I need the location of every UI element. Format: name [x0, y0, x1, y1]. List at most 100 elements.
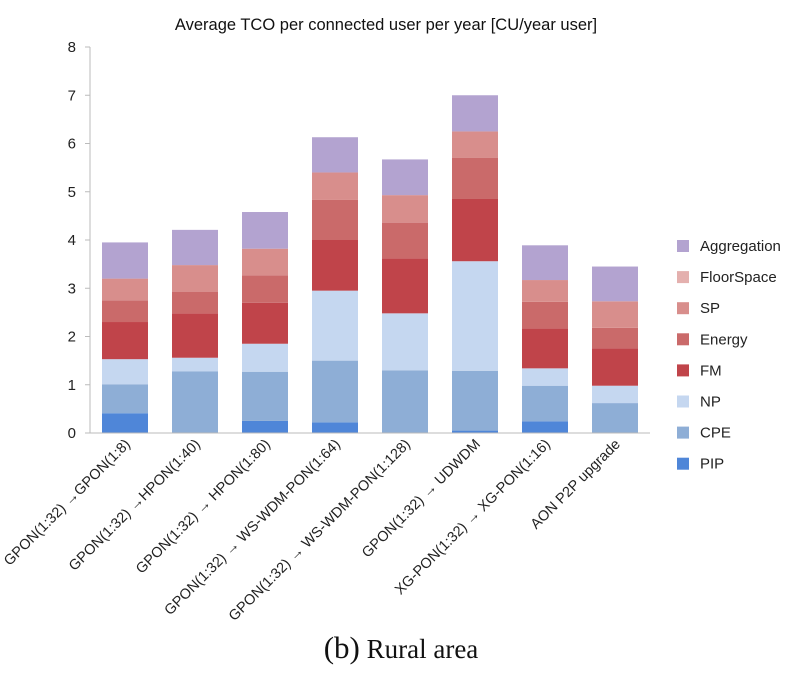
bar-segment-cpe [102, 384, 148, 414]
bar-segment-np [102, 359, 148, 385]
bar-stack [452, 95, 498, 433]
bar-segment-sp [312, 172, 358, 200]
bar-segment-fm [452, 198, 498, 262]
legend-item: FloorSpace [677, 269, 777, 286]
y-tick-label: 5 [68, 184, 76, 201]
legend-swatch [677, 364, 689, 377]
legend-swatch [677, 271, 689, 284]
legend-item: CPE [677, 425, 731, 442]
bar-segment-fm [382, 258, 428, 314]
bar-segment-energy [382, 222, 428, 259]
bar-segment-fm [172, 313, 218, 358]
bar-segment-pip [312, 422, 358, 433]
legend-item: Energy [677, 331, 748, 348]
bar-segment-aggregation [452, 95, 498, 132]
chart: Average TCO per connected user per year … [1, 16, 781, 624]
bar-stack [242, 212, 288, 433]
bar-segment-aggregation [382, 159, 428, 196]
legend-swatch [677, 302, 689, 315]
legend-swatch [677, 426, 689, 439]
bar-stack [172, 229, 218, 433]
y-tick-label: 0 [68, 425, 76, 442]
bar-segment-np [172, 357, 218, 372]
y-axis: 0 1 2 3 4 5 6 7 8 [68, 39, 91, 442]
bar-segment-sp [102, 278, 148, 301]
bar-segment-fm [312, 240, 358, 291]
bar-stack [522, 245, 568, 433]
bar-stack [382, 159, 428, 433]
bar-stack [312, 137, 358, 433]
bar-segment-aggregation [172, 229, 218, 266]
bar-segment-aggregation [312, 137, 358, 173]
bar-stack [102, 242, 148, 433]
bar-segment-pip [242, 420, 288, 433]
bar-segment-fm [242, 302, 288, 344]
bar-segment-pip [102, 413, 148, 433]
bar-segment-energy [452, 157, 498, 199]
caption-label: (b) [323, 630, 360, 665]
legend-label: FM [700, 362, 722, 379]
x-category-label: XG-PON(1:32) → XG-PON(1:16) [392, 437, 554, 599]
bar-stack [592, 266, 638, 433]
legend: Aggregation FloorSpace SP Energy FM NP CPE PIP [677, 238, 781, 473]
bar-segment-np [382, 313, 428, 371]
figure-caption: (b) Rural area [0, 630, 802, 666]
legend-item: Aggregation [677, 238, 781, 255]
legend-item: FM [677, 362, 722, 379]
bar-segment-cpe [172, 371, 218, 433]
y-tick-label: 3 [68, 280, 76, 297]
bar-segment-energy [172, 291, 218, 314]
x-category-label: GPON(1:32) → HPON(1:80) [133, 437, 274, 578]
legend-label: Aggregation [700, 238, 781, 255]
bar-segment-pip [452, 430, 498, 433]
bar-segment-np [522, 368, 568, 386]
bar-segment-aggregation [102, 242, 148, 279]
bar-segment-energy [312, 199, 358, 240]
x-axis: GPON(1:32) →GPON(1:8)GPON(1:32) →HPON(1:… [1, 432, 650, 624]
bar-segment-energy [592, 327, 638, 349]
legend-swatch [677, 457, 689, 470]
legend-item: SP [677, 300, 720, 317]
legend-label: SP [700, 300, 720, 317]
legend-swatch [677, 333, 689, 346]
caption-text: Rural area [366, 634, 479, 664]
bar-segment-pip [522, 421, 568, 433]
bar-segment-sp [592, 301, 638, 328]
legend-item: NP [677, 394, 721, 411]
bar-segment-cpe [242, 371, 288, 421]
bar-segment-cpe [382, 370, 428, 433]
bar-segment-fm [522, 328, 568, 369]
legend-label: FloorSpace [700, 269, 777, 286]
bars [102, 95, 638, 433]
legend-label: Energy [700, 331, 748, 348]
bar-segment-aggregation [522, 245, 568, 281]
bar-segment-cpe [592, 403, 638, 433]
bar-segment-cpe [452, 370, 498, 431]
y-tick-label: 8 [68, 39, 76, 56]
bar-segment-aggregation [592, 266, 638, 302]
x-category-label: GPON(1:32) →GPON(1:8) [1, 437, 134, 570]
y-tick-label: 7 [68, 87, 76, 104]
bar-segment-np [242, 343, 288, 372]
x-category-label: GPON(1:32) → UDWDM [359, 437, 484, 562]
legend-item: PIP [677, 456, 724, 473]
bar-segment-np [452, 261, 498, 371]
bar-segment-fm [592, 348, 638, 386]
y-tick-label: 4 [68, 232, 76, 249]
bar-segment-energy [102, 300, 148, 323]
bar-segment-energy [242, 275, 288, 303]
x-category-label: GPON(1:32) →HPON(1:40) [66, 437, 204, 575]
y-tick-label: 1 [68, 377, 76, 394]
bar-segment-energy [522, 301, 568, 329]
bar-segment-cpe [312, 360, 358, 423]
bar-segment-np [592, 385, 638, 404]
bar-segment-sp [382, 195, 428, 223]
y-tick-label: 2 [68, 329, 76, 346]
legend-label: NP [700, 394, 721, 411]
bar-segment-sp [242, 248, 288, 276]
y-tick-label: 6 [68, 136, 76, 153]
legend-label: CPE [700, 425, 731, 442]
legend-swatch [677, 395, 689, 408]
bar-segment-aggregation [242, 212, 288, 249]
legend-swatch [677, 240, 689, 252]
